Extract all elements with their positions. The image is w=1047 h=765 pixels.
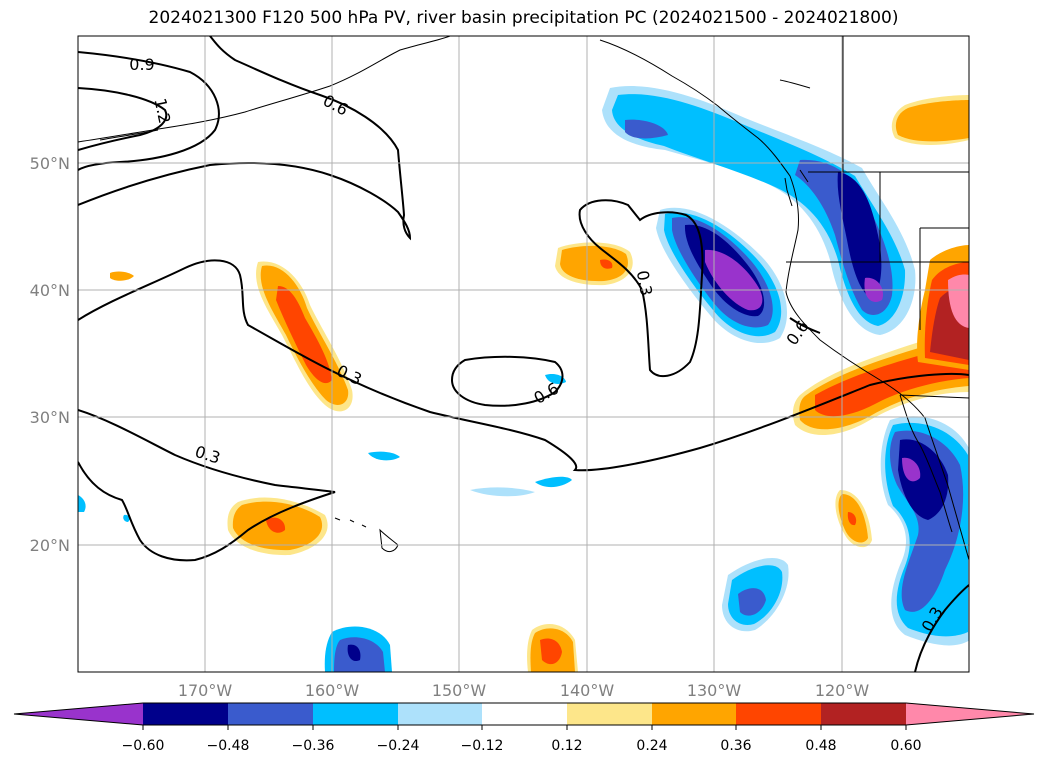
- colorbar-ticks: [142, 725, 907, 730]
- precip-shading: [78, 86, 969, 672]
- colorbar-tick-label: 0.12: [551, 738, 582, 754]
- lon-label: 120°W: [815, 681, 870, 700]
- coastlines: [78, 36, 969, 561]
- pos-anomaly-california: [917, 245, 969, 370]
- lat-label: 20°N: [30, 536, 70, 555]
- colorbar-left-extension: [14, 703, 143, 725]
- pos-anomaly-small-patches: [110, 95, 969, 672]
- colorbar-segment: [821, 703, 906, 725]
- lat-label: 30°N: [30, 408, 70, 427]
- colorbar-segment: [313, 703, 398, 725]
- neg-anomaly-small-patches: [78, 373, 789, 632]
- plot-frame: [77, 35, 970, 673]
- neg-anomaly-south-hawaii: [324, 626, 392, 672]
- colorbar-segment: [228, 703, 313, 725]
- pos-anomaly-hawaii-west: [227, 497, 328, 556]
- neg-anomaly-baja: [880, 416, 969, 646]
- colorbar: −0.60 −0.48 −0.36 −0.24 −0.12 0.12 0.24 …: [13, 702, 1035, 754]
- contour-label: 0.9: [129, 55, 154, 74]
- colorbar-tick-label: −0.24: [377, 738, 420, 754]
- lat-label: 40°N: [30, 281, 70, 300]
- neg-anomaly-offshore-40n: [656, 207, 788, 344]
- colorbar-right-extension: [906, 703, 1034, 725]
- colorbar-tick-label: 0.36: [720, 738, 751, 754]
- colorbar-tick-label: 0.60: [890, 738, 921, 754]
- lon-label: 170°W: [178, 681, 233, 700]
- longitude-labels: 170°W 160°W 150°W 140°W 130°W 120°W: [178, 681, 870, 700]
- map-title: 2024021300 F120 500 hPa PV, river basin …: [148, 8, 899, 28]
- colorbar-segment: [736, 703, 821, 725]
- colorbar-tick-label: −0.48: [207, 738, 250, 754]
- pos-anomaly-central-pacific: [256, 261, 353, 412]
- colorbar-segment: [482, 703, 567, 725]
- neg-anomaly-bc-coast: [602, 86, 916, 335]
- colorbar-tick-label: −0.36: [292, 738, 335, 754]
- colorbar-tick-labels: −0.60 −0.48 −0.36 −0.24 −0.12 0.12 0.24 …: [122, 738, 922, 754]
- colorbar-tick-label: −0.60: [122, 738, 165, 754]
- colorbar-tick-label: 0.24: [636, 738, 667, 754]
- gridlines: [78, 36, 969, 672]
- colorbar-tick-label: 0.48: [805, 738, 836, 754]
- contour-label: 0.3: [633, 269, 656, 297]
- colorbar-segment: [567, 703, 652, 725]
- colorbar-segment: [652, 703, 736, 725]
- lon-label: 160°W: [305, 681, 360, 700]
- latitude-labels: 50°N 40°N 30°N 20°N: [30, 154, 70, 555]
- lon-label: 150°W: [432, 681, 487, 700]
- colorbar-tick-label: −0.12: [461, 738, 504, 754]
- colorbar-segment: [143, 703, 228, 725]
- lat-label: 50°N: [30, 154, 70, 173]
- lon-label: 140°W: [560, 681, 615, 700]
- contour-label: 1.2: [150, 96, 174, 125]
- lon-label: 130°W: [687, 681, 742, 700]
- map-plot-area: 0.9 1.2 0.6 0.3 0.3 0.6 0.6 0.3 0.3: [78, 36, 969, 672]
- pos-anomaly-north-pacific: [555, 242, 633, 286]
- colorbar-segment: [398, 703, 482, 725]
